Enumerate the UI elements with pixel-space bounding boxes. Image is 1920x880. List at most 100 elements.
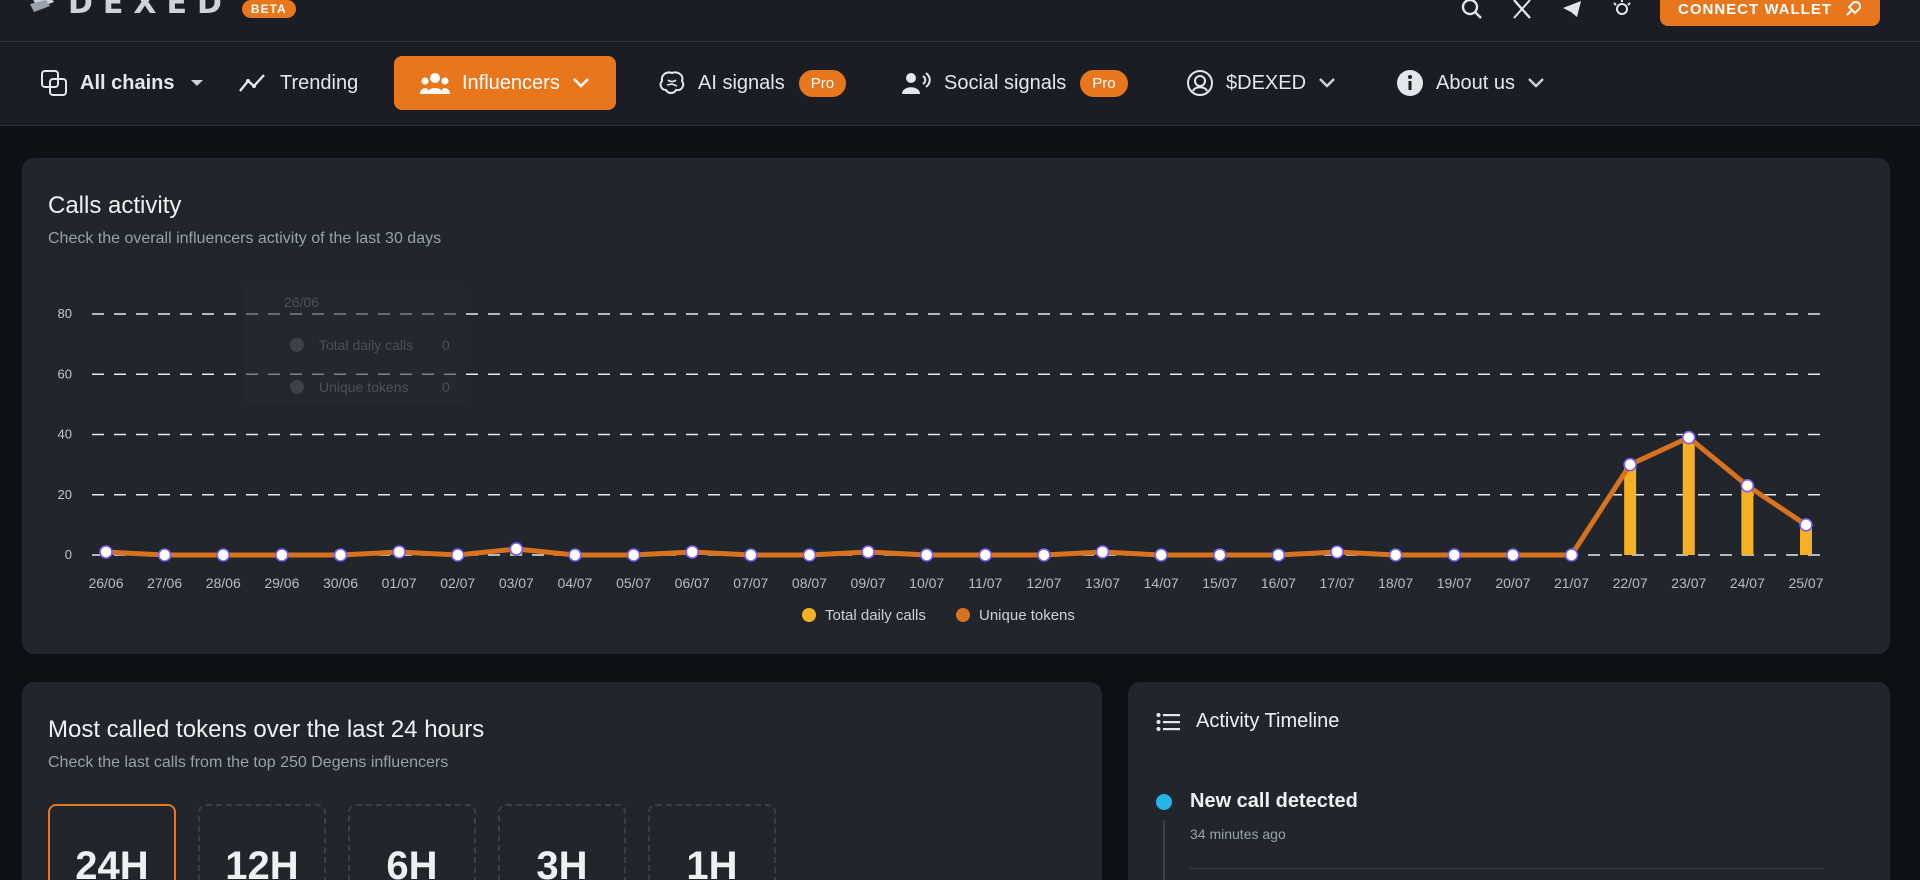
calls-activity-title: Calls activity	[48, 192, 182, 219]
x-icon[interactable]	[1510, 0, 1534, 21]
x-tick-label: 08/07	[792, 575, 827, 591]
period-12h[interactable]: 12H	[198, 804, 326, 880]
x-tick-label: 23/07	[1671, 575, 1706, 591]
timeline-event-time: 34 minutes ago	[1190, 826, 1286, 842]
most-called-subtitle: Check the last calls from the top 250 De…	[48, 754, 449, 771]
x-tick-label: 14/07	[1144, 575, 1179, 591]
legend-swatch	[802, 608, 816, 622]
data-point	[275, 548, 289, 562]
x-tick-label: 25/07	[1788, 575, 1823, 591]
data-point	[861, 545, 875, 559]
nav-all-chains[interactable]: All chains	[40, 56, 204, 110]
caret-down-icon	[191, 80, 204, 86]
tooltip-label: Total daily calls	[319, 337, 413, 353]
bar	[1741, 488, 1754, 555]
data-point	[392, 545, 406, 559]
list-icon	[1156, 712, 1180, 731]
legend-swatch	[956, 608, 970, 622]
pro-badge: Pro	[1080, 69, 1128, 97]
data-point	[1506, 548, 1520, 562]
nav-trending[interactable]: Trending	[238, 56, 358, 110]
nav-ai-signals[interactable]: AI signals Pro	[658, 56, 847, 110]
data-point	[509, 542, 524, 556]
x-tick-label: 12/07	[1026, 575, 1061, 591]
nav-influencers[interactable]: Influencers	[394, 56, 616, 110]
connect-wallet-label: CONNECT WALLET	[1678, 0, 1832, 18]
tooltip-swatch	[290, 380, 304, 394]
period-24h[interactable]: 24H	[48, 804, 176, 880]
y-tick-label: 20	[58, 487, 72, 502]
pro-badge: Pro	[798, 69, 847, 97]
rocket-icon	[1846, 0, 1862, 16]
x-tick-label: 05/07	[616, 575, 651, 591]
nav-dexed-token[interactable]: $DEXED	[1186, 56, 1336, 110]
nav-social-signals-label: Social signals	[944, 71, 1067, 94]
data-point	[1154, 548, 1168, 562]
x-tick-label: 01/07	[382, 575, 417, 591]
data-point	[1330, 545, 1344, 559]
nav-influencers-label: Influencers	[462, 71, 560, 94]
tooltip-box	[244, 286, 466, 404]
most-called-tokens-card: Most called tokens over the last 24 hour…	[22, 682, 1102, 880]
nav-dexed-label: $DEXED	[1226, 71, 1307, 94]
period-1h[interactable]: 1H	[648, 804, 776, 880]
search-icon[interactable]	[1460, 0, 1484, 21]
data-point	[626, 548, 641, 562]
bar	[1800, 524, 1812, 555]
calls-activity-chart[interactable]: 0 20 40 60 80 26/06 27/06 28/06 29/06 30/06 01/07 0…	[22, 158, 1890, 654]
x-tick-label: 18/07	[1378, 575, 1413, 591]
data-point	[802, 548, 817, 562]
tooltip-swatch	[290, 338, 304, 352]
chevron-down-icon	[572, 78, 589, 88]
x-tick-label: 11/07	[968, 575, 1002, 591]
nav-social-signals[interactable]: Social signals Pro	[902, 56, 1128, 110]
timeline-header: Activity Timeline	[1156, 710, 1339, 733]
x-tick-label: 06/07	[675, 575, 710, 591]
chevron-down-icon	[1528, 78, 1544, 88]
data-point	[1095, 545, 1110, 559]
x-tick-label: 15/07	[1202, 575, 1237, 591]
tooltip-date: 26/06	[284, 294, 319, 310]
timeline-title: Activity Timeline	[1196, 710, 1340, 732]
data-point	[1447, 548, 1462, 562]
x-tick-label: 29/06	[264, 575, 299, 591]
main-nav: All chains Trending Influencers AI signa…	[0, 42, 1920, 126]
series-line	[105, 435, 1808, 558]
x-tick-label: 21/07	[1554, 575, 1589, 591]
data-point	[1212, 548, 1227, 562]
logo[interactable]: DEXED BETA	[28, 0, 296, 21]
coin-icon	[1187, 70, 1213, 96]
chevron-down-icon	[1319, 78, 1335, 88]
theme-icon[interactable]	[1610, 0, 1634, 21]
timeline-dot	[1156, 794, 1172, 810]
x-tick-label: 09/07	[851, 575, 886, 591]
nav-about-us[interactable]: About us	[1396, 56, 1545, 110]
x-tick-label: 24/07	[1730, 575, 1765, 591]
data-point	[1623, 457, 1637, 472]
legend-label: Unique tokens	[979, 607, 1075, 624]
period-3h[interactable]: 3H	[498, 804, 626, 880]
x-tick-label: 03/07	[499, 575, 534, 591]
data-point	[978, 548, 993, 562]
data-point	[1564, 548, 1579, 562]
nav-about-us-label: About us	[1436, 71, 1515, 94]
top-bar: DEXED BETA CONNECT WALLET	[0, 0, 1920, 42]
beta-badge: BETA	[241, 0, 296, 18]
logo-text: DEXED	[68, 0, 232, 21]
data-point	[1681, 430, 1696, 445]
period-selector: 24H 12H 6H 3H 1H	[48, 804, 776, 880]
tooltip-value: 0	[442, 337, 450, 353]
y-tick-label: 40	[58, 427, 72, 442]
data-point	[744, 548, 758, 562]
bar	[1624, 467, 1637, 555]
data-point	[157, 548, 172, 562]
timeline-divider	[1190, 868, 1824, 869]
logo-icon	[30, 0, 54, 12]
connect-wallet-button[interactable]: CONNECT WALLET	[1660, 0, 1880, 26]
x-tick-label: 16/07	[1261, 575, 1296, 591]
timeline-connector	[1163, 820, 1165, 880]
period-6h[interactable]: 6H	[348, 804, 476, 880]
tooltip-value: 0	[442, 379, 450, 395]
telegram-icon[interactable]	[1560, 0, 1584, 21]
y-tick-label: 80	[58, 306, 72, 321]
